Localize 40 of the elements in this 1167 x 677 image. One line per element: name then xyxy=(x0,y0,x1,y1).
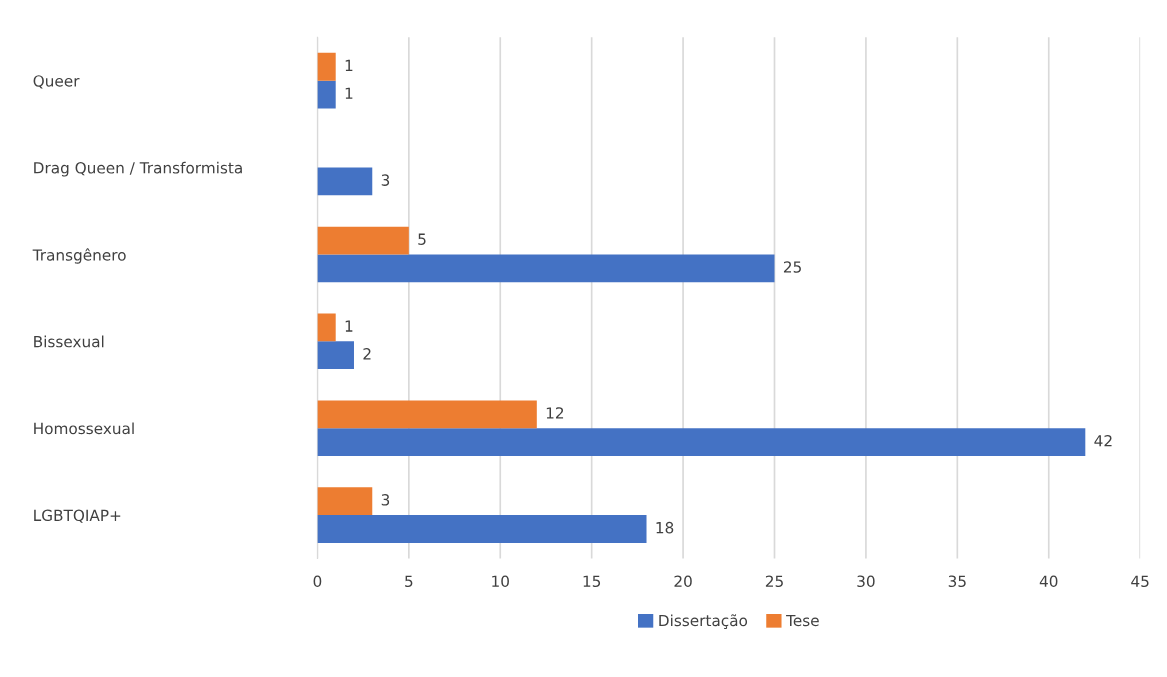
x-tick-label: 10 xyxy=(492,575,509,588)
bar xyxy=(317,428,1086,456)
y-tick-label: Homossexual xyxy=(34,422,134,435)
x-tick-label: 45 xyxy=(1131,575,1149,588)
x-tick-label: 35 xyxy=(948,575,966,588)
y-tick-label: Drag Queen / Transformista xyxy=(34,161,242,177)
bar xyxy=(317,80,336,109)
data-label: 1 xyxy=(345,87,353,99)
data-label: 2 xyxy=(363,348,371,360)
x-tick-label: 40 xyxy=(1039,575,1058,588)
x-tick-label: 15 xyxy=(583,575,601,588)
legend-label: Tese xyxy=(786,614,819,627)
data-label: 25 xyxy=(783,261,801,273)
bar xyxy=(317,313,336,342)
x-tick-label: 25 xyxy=(765,575,783,588)
bar xyxy=(317,52,336,81)
data-label: 1 xyxy=(345,59,353,71)
data-label: 5 xyxy=(418,233,426,245)
bar xyxy=(317,167,373,196)
x-tick-label: 0 xyxy=(313,575,322,588)
x-tick-label: 5 xyxy=(405,575,413,588)
data-label: 1 xyxy=(345,320,353,332)
x-tick-label: 20 xyxy=(674,575,692,588)
data-label: 3 xyxy=(381,494,390,506)
data-label: 42 xyxy=(1094,434,1112,447)
bar xyxy=(317,400,537,429)
y-tick-label: Queer xyxy=(33,75,80,89)
x-tick-label: 30 xyxy=(857,575,875,588)
bar xyxy=(317,226,409,255)
y-tick-label: LGBTQIAP+ xyxy=(34,509,121,523)
legend-label: Dissertação xyxy=(659,614,748,629)
bar xyxy=(317,515,647,543)
data-label: 18 xyxy=(656,521,674,534)
data-label: 12 xyxy=(546,407,564,419)
y-tick-label: Transgênero xyxy=(32,248,126,264)
y-tick-label: Bissexual xyxy=(34,335,104,348)
bar xyxy=(317,487,373,516)
data-label: 3 xyxy=(381,174,390,186)
bar xyxy=(317,254,775,283)
bar xyxy=(317,341,354,370)
